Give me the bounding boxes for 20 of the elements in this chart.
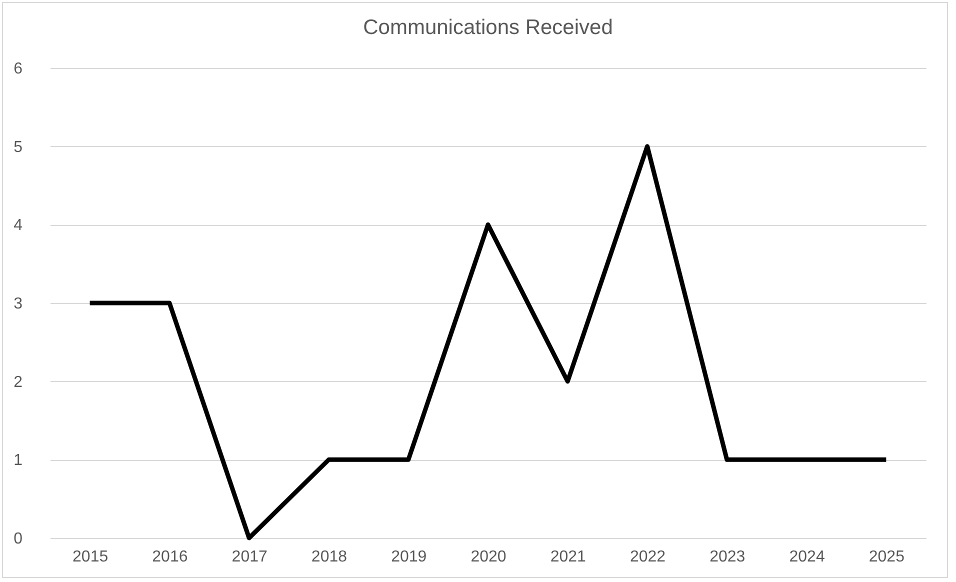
x-tick-label: 2021 (550, 548, 586, 566)
x-tick-label: 2024 (789, 548, 825, 566)
y-tick-label: 0 (14, 530, 23, 548)
x-tick-label: 2016 (152, 548, 188, 566)
y-tick-label: 6 (14, 60, 23, 78)
chart-title: Communications Received (363, 16, 613, 39)
x-tick-label: 2025 (868, 548, 905, 566)
y-tick-label: 3 (14, 296, 23, 312)
x-tick-label: 2020 (470, 548, 506, 566)
x-tick-label: 2015 (72, 548, 108, 566)
x-tick-label: 2018 (311, 548, 348, 566)
x-tick-label: 2023 (710, 548, 746, 566)
line-series (88, 144, 888, 540)
x-tick-label: 2017 (232, 548, 268, 566)
x-tick-label: 2019 (391, 548, 427, 566)
x-tick-label: 2022 (630, 548, 666, 566)
y-tick-label: 2 (14, 374, 23, 391)
y-tick-label: 5 (14, 138, 23, 156)
y-tick-label: 1 (14, 452, 23, 470)
y-tick-label: 4 (14, 217, 23, 234)
